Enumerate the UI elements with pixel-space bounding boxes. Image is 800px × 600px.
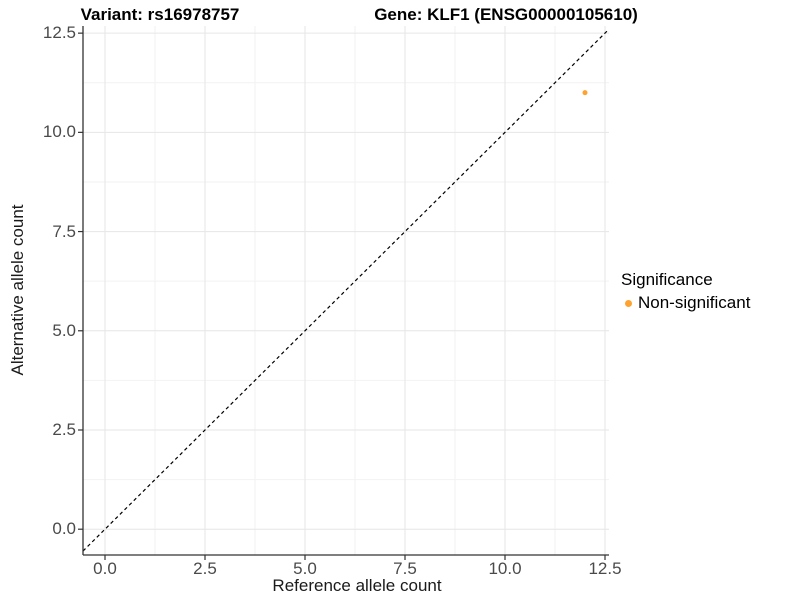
- legend: Significance Non-significant: [621, 270, 750, 313]
- y-tick-label: 10.0: [42, 122, 76, 142]
- y-tick-label: 7.5: [52, 221, 76, 241]
- x-tick-label: 10.0: [488, 559, 522, 578]
- legend-item-label: Non-significant: [638, 293, 751, 312]
- x-tick-label: 12.5: [588, 559, 622, 578]
- x-tick-label: 2.5: [193, 559, 217, 578]
- y-tick-label: 5.0: [52, 320, 76, 340]
- y-tick-label: 12.5: [42, 23, 76, 43]
- x-tick-label: 5.0: [293, 559, 317, 578]
- legend-item-non-significant: Non-significant: [621, 293, 750, 313]
- x-tick-label: 7.5: [393, 559, 417, 578]
- identity-reference-line: [83, 28, 609, 552]
- y-tick-label: 0.0: [52, 519, 76, 539]
- data-point: [582, 90, 588, 96]
- circle-marker-icon: [625, 299, 632, 307]
- y-tick-label: 2.5: [52, 419, 76, 439]
- x-axis-title: Reference allele count: [272, 576, 442, 595]
- plot-title-gene: Gene: KLF1 (ENSG00000105610): [374, 5, 638, 24]
- x-tick-label: 0.0: [93, 559, 117, 578]
- legend-title: Significance: [621, 270, 713, 289]
- plot-title-variant: Variant: rs16978757: [80, 5, 240, 24]
